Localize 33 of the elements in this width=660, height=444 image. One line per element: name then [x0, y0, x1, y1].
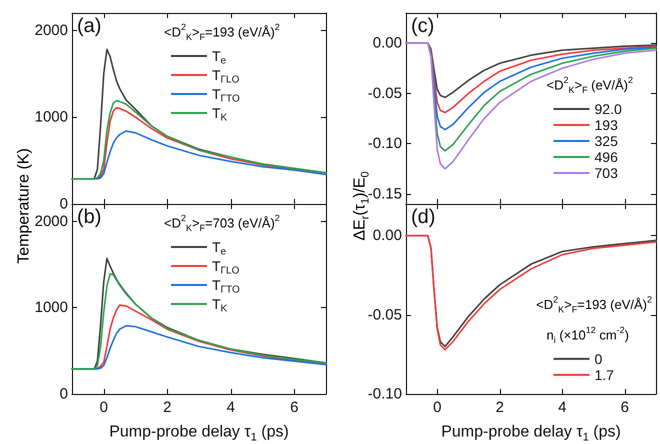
x-tick-label: 2: [163, 399, 172, 416]
x-tick-label: 6: [290, 399, 298, 416]
y-tick-label: -0.10: [368, 386, 402, 402]
legend-label: 0: [594, 350, 602, 367]
y-tick-label: -0.10: [368, 135, 402, 152]
y-tick-label: 2000: [34, 212, 68, 230]
legend-label: 703: [594, 165, 618, 182]
legend-label: 193: [594, 117, 618, 134]
y-tick-label: -0.05: [368, 306, 402, 324]
x-tick-label: 0: [433, 399, 442, 416]
y-tick-label: 0.00: [372, 227, 402, 244]
y-tick-label: 1000: [34, 108, 68, 126]
x-tick-label: 2: [496, 399, 504, 416]
y-tick-label: 0.00: [372, 34, 402, 52]
legend-label: 92.0: [594, 101, 622, 118]
chart-title: (a): [77, 15, 102, 37]
y-tick-label: 0: [60, 386, 68, 402]
y-tick-label: 0: [60, 196, 68, 212]
y-tick-label: -0.15: [368, 185, 402, 202]
chart-title: (b): [77, 206, 102, 228]
chart-title: (c): [411, 15, 434, 37]
y-tick-label: 2000: [34, 22, 68, 39]
y-tick-label: 1000: [34, 299, 68, 316]
x-tick-label: 4: [558, 399, 566, 416]
x-tick-label: 6: [620, 399, 629, 416]
legend-label: 496: [594, 149, 618, 166]
chart-title: (d): [411, 206, 436, 228]
x-tick-label: 0: [100, 399, 108, 416]
y-tick-label: -0.05: [368, 84, 402, 102]
y-axis-title: Temperature (K): [16, 148, 32, 264]
legend-label: 325: [594, 133, 618, 150]
x-tick-label: 4: [226, 399, 235, 416]
legend-label: 1.7: [594, 366, 614, 383]
